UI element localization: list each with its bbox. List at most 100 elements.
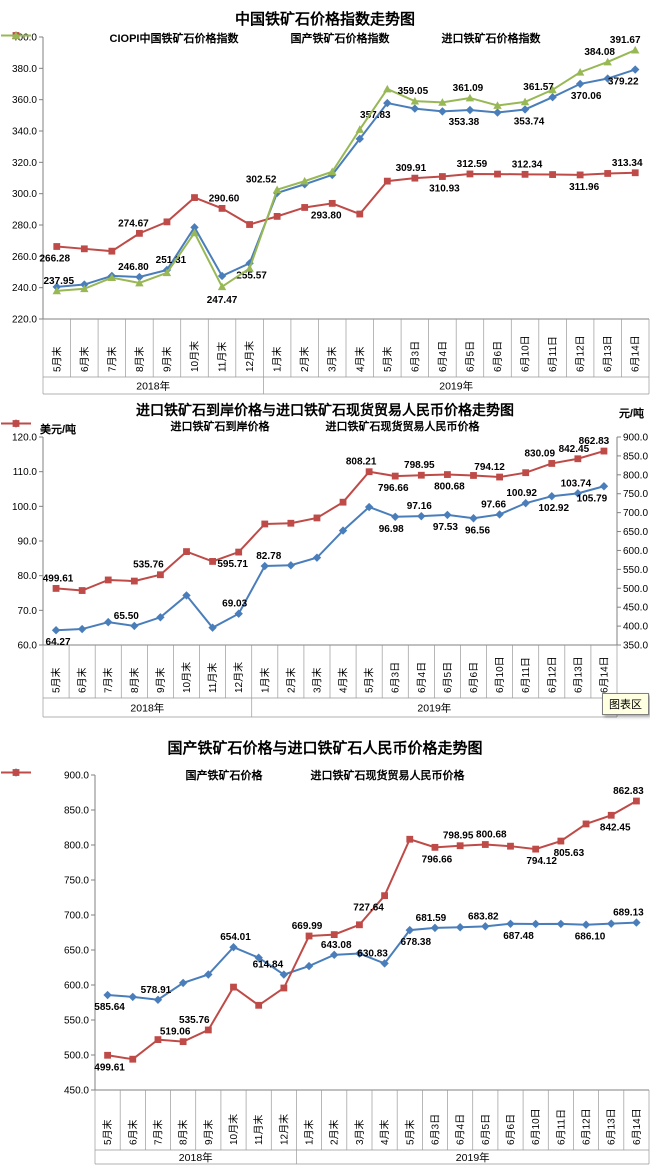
category-label: 5月末 <box>381 346 394 372</box>
square-marker <box>456 842 464 850</box>
data-label: 678.38 <box>400 937 431 948</box>
square-marker <box>108 247 116 255</box>
square-marker <box>209 558 216 565</box>
data-label: 97.16 <box>407 501 432 512</box>
year-group-label: 2019年 <box>439 380 473 393</box>
data-label: 312.59 <box>457 159 488 170</box>
category-label: 7月末 <box>102 667 115 693</box>
category-label: 5月末 <box>50 346 63 372</box>
data-label: 251.31 <box>156 255 187 266</box>
square-marker <box>481 841 489 848</box>
category-label: 12月末 <box>277 1114 290 1145</box>
square-marker <box>78 587 86 594</box>
year-group-label: 2018年 <box>136 380 170 393</box>
data-label: 102.92 <box>538 503 569 514</box>
series-line <box>56 171 636 253</box>
square-marker <box>633 797 640 805</box>
data-label: 681.59 <box>416 913 447 924</box>
data-label: 805.63 <box>554 848 585 859</box>
data-label: 313.34 <box>612 158 643 169</box>
data-label: 519.06 <box>160 1027 191 1038</box>
diamond-marker <box>632 918 641 927</box>
svg-text:60.0: 60.0 <box>18 641 38 652</box>
category-label: 2月末 <box>298 346 311 372</box>
category-label: 11月末 <box>216 342 229 372</box>
square-marker <box>383 177 391 185</box>
triangle-marker <box>52 286 61 295</box>
data-label: 357.83 <box>360 110 391 121</box>
data-label: 643.08 <box>321 940 352 951</box>
square-marker <box>496 473 503 481</box>
chart-index-trend: 220.0 240.0 260.0 280.0 300.0 320.0 340.0 360.0… <box>0 0 650 395</box>
data-label: 353.38 <box>449 117 480 128</box>
svg-text:260.0: 260.0 <box>12 252 37 263</box>
data-label: 384.08 <box>584 47 615 58</box>
data-label: 796.66 <box>378 483 409 494</box>
category-label: 6月末 <box>76 667 89 693</box>
diamond-marker <box>364 502 374 512</box>
triangle-marker <box>575 68 585 76</box>
category-label: 8月末 <box>133 346 146 372</box>
square-marker <box>576 171 584 179</box>
diamond-marker <box>217 271 227 281</box>
svg-text:400.0: 400.0 <box>623 622 648 633</box>
category-label: 9月末 <box>202 1119 215 1145</box>
square-marker <box>548 460 556 467</box>
svg-text:650.0: 650.0 <box>623 527 648 538</box>
series-red: 499.61 535.76 595.71 808.21 796.66 798.95 800.… <box>43 436 610 594</box>
data-label: 302.52 <box>246 175 277 186</box>
category-label: 6月3日 <box>429 1114 441 1145</box>
square-marker <box>417 471 425 479</box>
data-label: 862.83 <box>579 436 610 447</box>
triangle-marker <box>135 278 144 287</box>
svg-text:700.0: 700.0 <box>64 911 89 922</box>
svg-text:380.0: 380.0 <box>12 64 37 75</box>
domestic-chart-plot-area[interactable]: 450.0 500.0 550.0 600.0 650.0 700.0 750.0 800.0… <box>0 725 650 1165</box>
diamond-marker <box>130 621 139 631</box>
series-line <box>56 68 636 288</box>
data-label: 842.45 <box>600 822 631 833</box>
diamond-marker <box>631 65 640 74</box>
square-marker <box>157 571 164 579</box>
triangle-marker <box>465 93 475 102</box>
square-marker <box>52 585 60 592</box>
diamond-marker <box>80 280 89 289</box>
triangle-marker <box>520 97 530 106</box>
cfr-chart-plot-area[interactable]: 60.0 70.0 80.0 90.0 100.0 110.0 120.0 350.0 400.… <box>0 395 650 725</box>
index-chart-plot-area[interactable]: 220.0 240.0 260.0 280.0 300.0 320.0 340.0 360.0… <box>0 0 650 395</box>
square-marker <box>280 984 288 992</box>
category-label: 6月14日 <box>630 335 642 372</box>
square-marker <box>507 842 514 850</box>
data-label: 727.64 <box>353 903 384 914</box>
data-label: 830.09 <box>524 448 555 459</box>
square-marker <box>136 229 143 237</box>
svg-text:300.0: 300.0 <box>12 189 37 200</box>
square-marker <box>273 212 281 220</box>
triangle-marker <box>355 125 364 133</box>
svg-text:500.0: 500.0 <box>64 1051 89 1062</box>
svg-text:240.0: 240.0 <box>12 283 37 294</box>
square-marker <box>365 468 373 476</box>
data-label: 800.68 <box>434 482 465 493</box>
category-label: 8月末 <box>128 667 141 693</box>
chart-domestic-vs-rmb: 450.0 500.0 550.0 600.0 650.0 700.0 750.0 800.0… <box>0 725 650 1165</box>
category-label: 3月末 <box>353 1119 366 1145</box>
square-marker <box>191 194 198 201</box>
diamond-marker <box>603 74 612 83</box>
diamond-marker <box>455 923 465 932</box>
diamond-marker <box>521 498 530 508</box>
svg-text:360.0: 360.0 <box>12 95 37 106</box>
data-label: 105.79 <box>577 493 608 504</box>
svg-text:340.0: 340.0 <box>12 127 37 138</box>
data-label: 310.93 <box>429 184 460 195</box>
svg-text:110.0: 110.0 <box>13 467 38 478</box>
category-label: 6月5日 <box>442 662 454 693</box>
category-label: 6月13日 <box>572 656 584 693</box>
svg-text:80.0: 80.0 <box>18 571 38 582</box>
chart-area-tooltip: 图表区 <box>602 693 649 715</box>
square-marker <box>235 548 243 556</box>
category-label: 9月末 <box>154 667 167 693</box>
diamond-marker <box>355 134 364 144</box>
data-label: 794.12 <box>474 462 505 473</box>
